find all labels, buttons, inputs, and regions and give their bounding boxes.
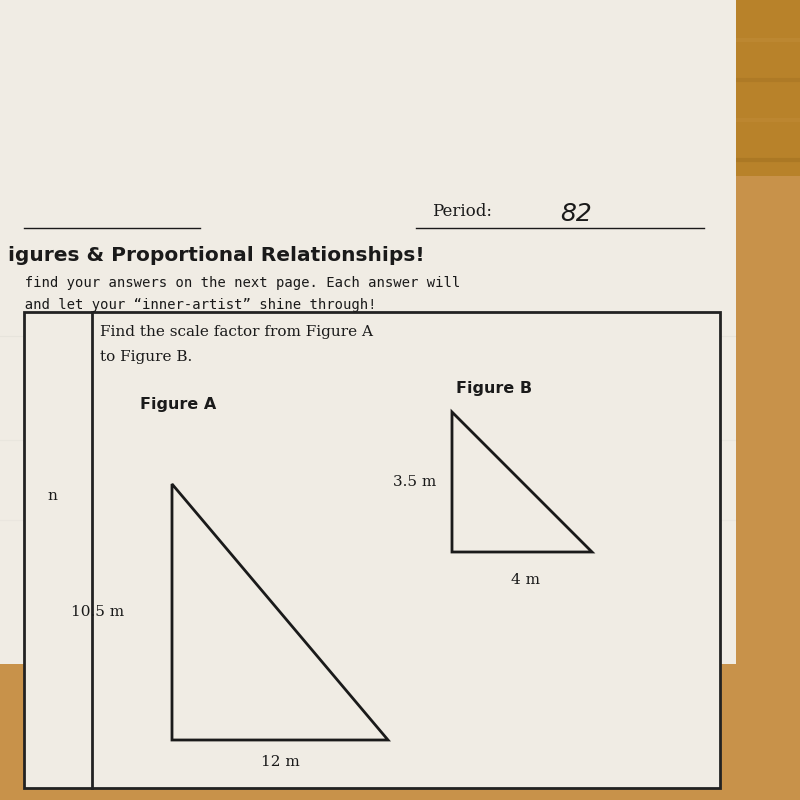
Text: Period:: Period: — [432, 203, 492, 220]
FancyBboxPatch shape — [0, 0, 736, 664]
Text: 10.5 m: 10.5 m — [71, 605, 124, 619]
Text: igures & Proportional Relationships!: igures & Proportional Relationships! — [8, 246, 425, 266]
Text: and let your “inner-artist” shine through!: and let your “inner-artist” shine throug… — [8, 298, 377, 312]
Text: n: n — [47, 489, 57, 503]
Text: Figure A: Figure A — [140, 397, 216, 411]
Text: find your answers on the next page. Each answer will: find your answers on the next page. Each… — [8, 276, 460, 290]
Text: 3.5 m: 3.5 m — [393, 475, 436, 490]
Text: to Figure B.: to Figure B. — [100, 350, 192, 363]
Text: 82: 82 — [560, 202, 592, 226]
Text: 12 m: 12 m — [261, 755, 299, 770]
Text: Figure B: Figure B — [456, 381, 532, 395]
Text: Find the scale factor from Figure A: Find the scale factor from Figure A — [100, 325, 373, 339]
Text: 4 m: 4 m — [511, 573, 540, 587]
FancyBboxPatch shape — [0, 0, 800, 176]
FancyBboxPatch shape — [24, 312, 720, 788]
